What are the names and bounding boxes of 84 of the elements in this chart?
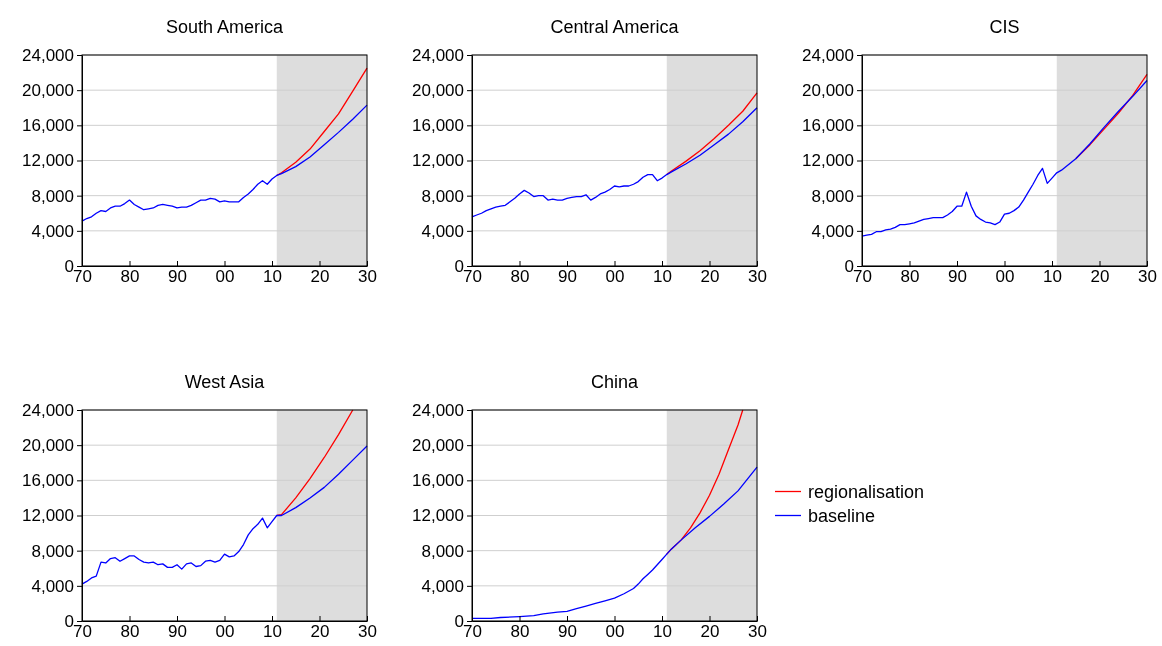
y-tick-label: 4,000 bbox=[31, 221, 74, 241]
y-tick-label: 4,000 bbox=[31, 576, 74, 596]
y-tick-label: 8,000 bbox=[31, 186, 74, 206]
y-tick-label: 0 bbox=[64, 256, 74, 276]
y-tick-label: 8,000 bbox=[811, 186, 854, 206]
x-tick-label: 00 bbox=[605, 622, 625, 642]
x-tick-label: 30 bbox=[1138, 267, 1157, 287]
chart-title: Central America bbox=[550, 17, 680, 37]
y-tick-label: 16,000 bbox=[412, 116, 464, 136]
line-series bbox=[861, 79, 1148, 237]
legend-label: regionalisation bbox=[808, 481, 925, 502]
chart-title: South America bbox=[165, 17, 285, 37]
y-tick-label: 24,000 bbox=[412, 45, 464, 65]
legend-label: baseline bbox=[808, 505, 876, 526]
y-tick-label: 4,000 bbox=[421, 221, 464, 241]
y-tick-label: 16,000 bbox=[22, 471, 74, 491]
x-tick-label: 30 bbox=[358, 622, 377, 642]
line-series bbox=[276, 67, 368, 177]
chart-title: CIS bbox=[989, 17, 1020, 37]
x-tick-label: 90 bbox=[168, 267, 187, 287]
x-tick-label: 80 bbox=[900, 267, 920, 287]
line-series bbox=[81, 445, 368, 585]
y-tick-label: 4,000 bbox=[421, 576, 464, 596]
x-tick-label: 70 bbox=[73, 267, 92, 287]
x-tick-label: 70 bbox=[853, 267, 872, 287]
y-tick-label: 12,000 bbox=[22, 151, 74, 171]
y-tick-label: 16,000 bbox=[412, 471, 464, 491]
y-tick-label: 12,000 bbox=[802, 151, 854, 171]
x-tick-label: 90 bbox=[558, 622, 577, 642]
line-series bbox=[471, 107, 758, 218]
x-tick-label: 80 bbox=[510, 622, 530, 642]
x-tick-label: 20 bbox=[1090, 267, 1110, 287]
y-tick-label: 16,000 bbox=[802, 116, 854, 136]
y-tick-label: 0 bbox=[454, 256, 464, 276]
line-series bbox=[81, 104, 368, 222]
y-tick-label: 24,000 bbox=[412, 400, 464, 420]
y-tick-label: 4,000 bbox=[811, 221, 854, 241]
y-tick-label: 8,000 bbox=[421, 541, 464, 561]
y-tick-label: 12,000 bbox=[22, 506, 74, 526]
chart-title: China bbox=[590, 372, 639, 392]
x-tick-label: 10 bbox=[263, 267, 282, 287]
line-series bbox=[276, 409, 354, 517]
y-tick-label: 24,000 bbox=[22, 45, 74, 65]
x-tick-label: 00 bbox=[605, 267, 625, 287]
x-tick-label: 30 bbox=[748, 267, 767, 287]
x-tick-label: 00 bbox=[995, 267, 1015, 287]
x-tick-label: 90 bbox=[558, 267, 577, 287]
x-tick-label: 70 bbox=[463, 267, 482, 287]
x-tick-label: 10 bbox=[1043, 267, 1062, 287]
x-tick-label: 20 bbox=[700, 267, 720, 287]
y-tick-label: 20,000 bbox=[802, 81, 854, 101]
x-tick-label: 10 bbox=[263, 622, 282, 642]
x-tick-label: 20 bbox=[310, 267, 330, 287]
x-tick-label: 70 bbox=[463, 622, 482, 642]
x-tick-label: 90 bbox=[948, 267, 967, 287]
x-tick-label: 00 bbox=[215, 622, 235, 642]
y-tick-label: 24,000 bbox=[802, 45, 854, 65]
y-tick-label: 20,000 bbox=[22, 81, 74, 101]
y-tick-label: 8,000 bbox=[421, 186, 464, 206]
x-tick-label: 20 bbox=[310, 622, 330, 642]
x-tick-label: 70 bbox=[73, 622, 92, 642]
x-tick-label: 30 bbox=[358, 267, 377, 287]
x-tick-label: 00 bbox=[215, 267, 235, 287]
y-tick-label: 12,000 bbox=[412, 506, 464, 526]
x-tick-label: 10 bbox=[653, 267, 672, 287]
x-tick-label: 90 bbox=[168, 622, 187, 642]
x-tick-label: 20 bbox=[700, 622, 720, 642]
y-tick-label: 20,000 bbox=[412, 436, 464, 456]
x-tick-label: 80 bbox=[120, 267, 140, 287]
y-tick-label: 20,000 bbox=[22, 436, 74, 456]
x-tick-label: 10 bbox=[653, 622, 672, 642]
y-tick-label: 0 bbox=[454, 611, 464, 631]
y-tick-label: 24,000 bbox=[22, 400, 74, 420]
line-series bbox=[666, 92, 758, 176]
y-tick-label: 16,000 bbox=[22, 116, 74, 136]
y-tick-label: 0 bbox=[844, 256, 854, 276]
y-tick-label: 8,000 bbox=[31, 541, 74, 561]
x-tick-label: 80 bbox=[510, 267, 530, 287]
y-tick-label: 0 bbox=[64, 611, 74, 631]
y-tick-label: 12,000 bbox=[412, 151, 464, 171]
y-tick-label: 20,000 bbox=[412, 81, 464, 101]
chart-title: West Asia bbox=[184, 372, 266, 392]
x-tick-label: 30 bbox=[748, 622, 767, 642]
x-tick-label: 80 bbox=[120, 622, 140, 642]
